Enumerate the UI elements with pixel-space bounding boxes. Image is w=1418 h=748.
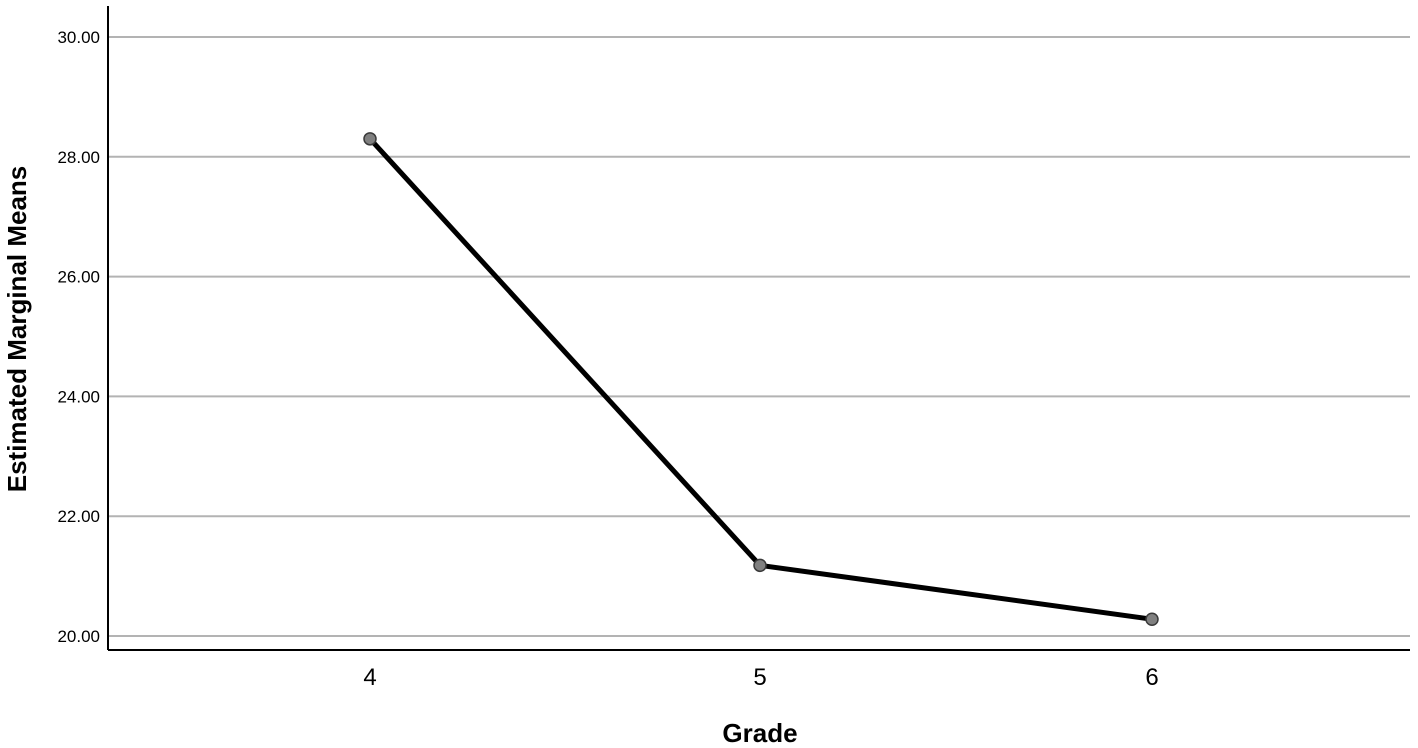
y-tick-labels: 20.00 22.00 24.00 26.00 28.00 30.00 — [57, 28, 100, 646]
data-point — [1145, 612, 1159, 626]
y-tick-label: 22.00 — [57, 507, 100, 526]
data-point — [363, 132, 377, 146]
x-tick-label: 6 — [1145, 664, 1158, 691]
x-tick-label: 4 — [363, 664, 376, 691]
series-line — [367, 136, 1155, 622]
y-axis-title: Estimated Marginal Means — [2, 166, 32, 493]
x-axis-title: Grade — [722, 718, 797, 748]
gridlines — [108, 36, 1410, 637]
x-tick-label: 5 — [753, 664, 766, 691]
y-tick-label: 28.00 — [57, 148, 100, 167]
axes — [107, 6, 1410, 651]
y-tick-label: 20.00 — [57, 627, 100, 646]
y-tick-label: 24.00 — [57, 387, 100, 406]
data-point — [753, 558, 767, 573]
y-tick-label: 30.00 — [57, 28, 100, 47]
x-tick-labels: 4 5 6 — [363, 664, 1158, 691]
y-tick-label: 26.00 — [57, 268, 100, 287]
series — [363, 132, 1159, 626]
